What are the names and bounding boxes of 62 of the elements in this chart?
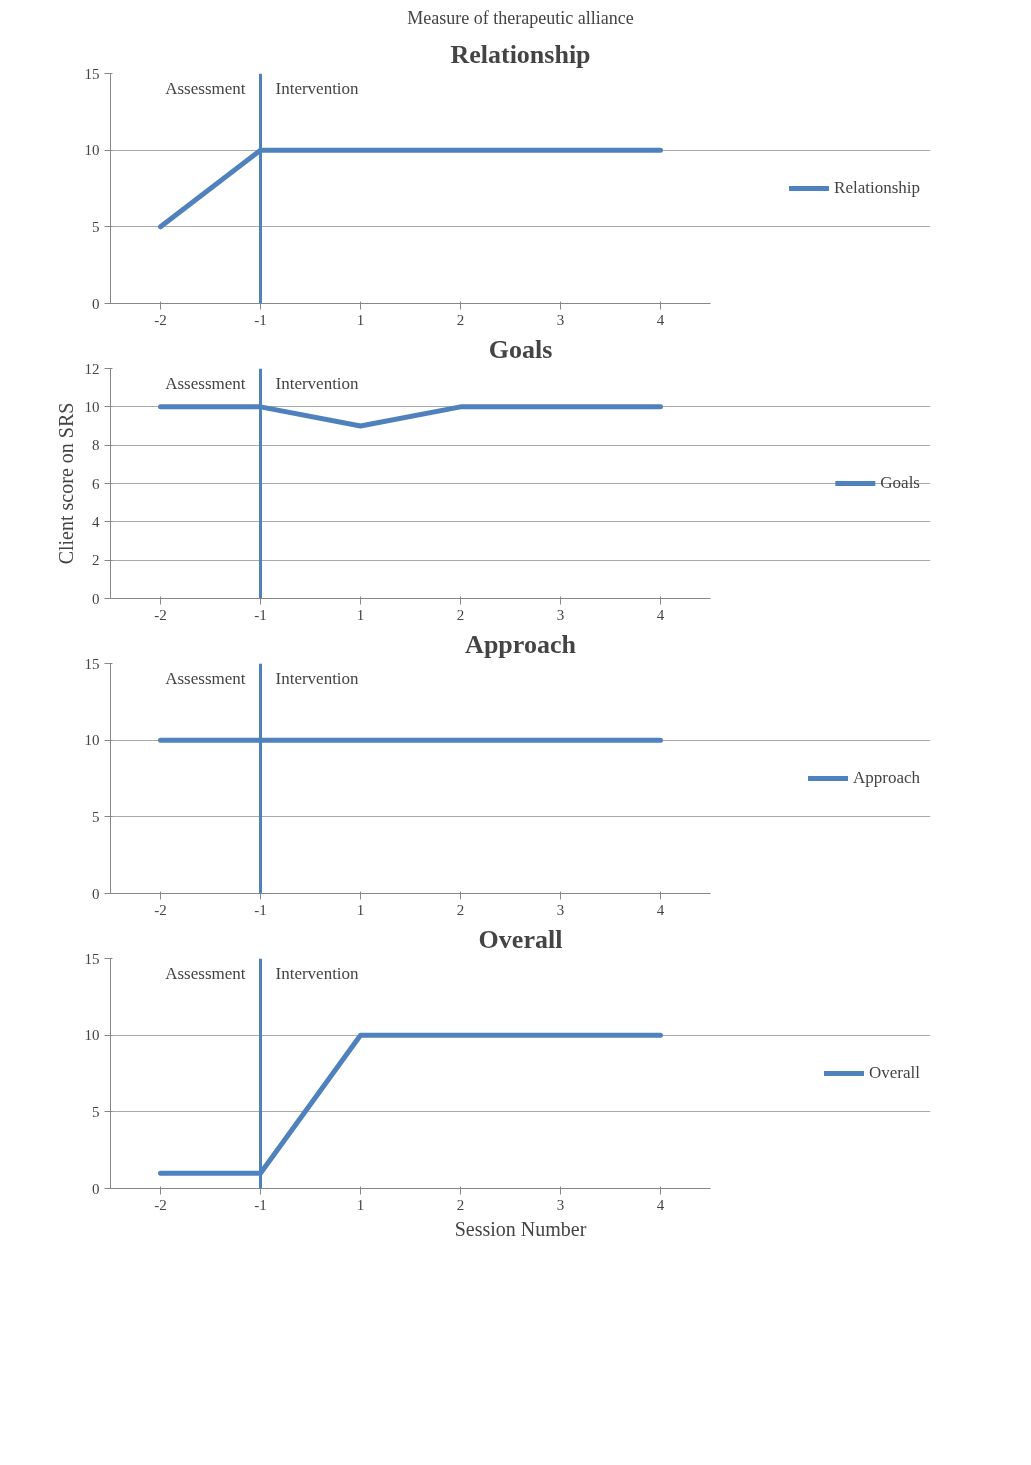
chart-subtitle: Relationship	[450, 39, 591, 69]
x-tick-label: 1	[356, 606, 365, 623]
x-tick-label: -2	[154, 901, 167, 918]
x-tick-label: 1	[356, 901, 365, 918]
x-tick-label: -2	[154, 311, 167, 328]
x-tick-label: 2	[456, 606, 465, 623]
x-axis-title: Session Number	[454, 1217, 587, 1240]
x-tick-label: 1	[356, 311, 365, 328]
y-tick-label: 8	[92, 437, 100, 454]
x-tick-label: -2	[154, 1196, 167, 1213]
y-tick-label: 15	[84, 655, 100, 672]
x-tick-label: 3	[556, 606, 565, 623]
annotation: Assessment	[165, 373, 246, 393]
y-tick-label: 0	[92, 295, 100, 312]
x-tick-label: 1	[356, 1196, 365, 1213]
x-tick-label: 4	[656, 901, 665, 918]
y-axis-title: Client score on SRS	[54, 402, 77, 565]
annotation: Intervention	[275, 963, 360, 983]
y-tick-label: 10	[84, 732, 100, 749]
legend-label: Relationship	[834, 178, 920, 198]
x-tick-label: 2	[456, 1196, 465, 1213]
legend-label: Overall	[869, 1063, 920, 1083]
x-tick-label: 4	[656, 311, 665, 328]
y-tick-label: 0	[92, 590, 100, 607]
y-tick-label: 10	[84, 142, 100, 159]
y-tick-label: 0	[92, 885, 100, 902]
y-tick-label: 5	[92, 1103, 100, 1120]
x-tick-label: 2	[456, 901, 465, 918]
annotation: Assessment	[165, 78, 246, 98]
y-tick-label: 2	[92, 552, 100, 569]
legend-label: Approach	[852, 768, 920, 788]
x-tick-label: 4	[656, 606, 665, 623]
chart-title: Goals	[488, 334, 553, 364]
x-tick-label: 3	[556, 901, 565, 918]
annotation: Assessment	[165, 668, 246, 688]
annotation: Intervention	[275, 373, 360, 393]
x-tick-label: -1	[254, 606, 267, 623]
y-tick-label: 5	[92, 808, 100, 825]
x-tick-label: 3	[556, 311, 565, 328]
y-tick-label: 15	[84, 65, 100, 82]
x-tick-label: 4	[656, 1196, 665, 1213]
chart-title: Approach	[465, 629, 577, 659]
y-tick-label: 4	[92, 513, 100, 530]
legend-label: Goals	[880, 473, 920, 493]
x-tick-label: -2	[154, 606, 167, 623]
y-tick-label: 12	[84, 360, 100, 377]
chart-title: Measure of therapeutic alliance	[407, 7, 634, 28]
chart-title: Overall	[478, 924, 563, 954]
annotation: Intervention	[275, 78, 360, 98]
y-tick-label: 10	[84, 1027, 100, 1044]
x-tick-label: -1	[254, 901, 267, 918]
y-tick-label: 6	[92, 475, 100, 492]
y-tick-label: 10	[84, 398, 100, 415]
y-tick-label: 15	[84, 950, 100, 967]
x-tick-label: -1	[254, 311, 267, 328]
y-tick-label: 5	[92, 218, 100, 235]
y-tick-label: 0	[92, 1180, 100, 1197]
x-tick-label: 3	[556, 1196, 565, 1213]
x-tick-label: -1	[254, 1196, 267, 1213]
x-tick-label: 2	[456, 311, 465, 328]
annotation: Intervention	[275, 668, 360, 688]
annotation: Assessment	[165, 963, 246, 983]
